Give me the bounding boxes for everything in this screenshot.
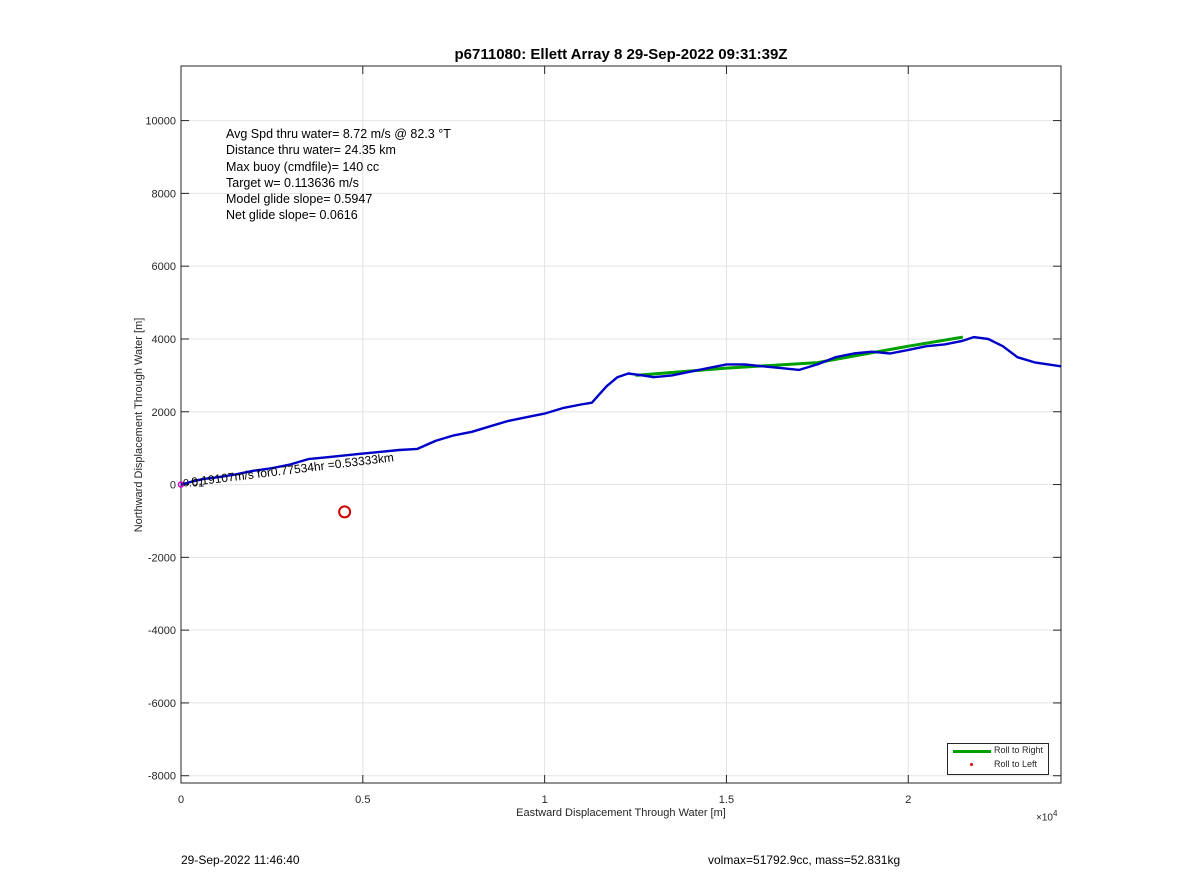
legend: Roll to Right Roll to Left [947,743,1049,775]
legend-label-roll-left: Roll to Left [994,759,1038,769]
y-tick-label: 8000 [152,188,176,200]
stat-max-buoy: Max buoy (cmdfile)= 140 cc [226,159,380,174]
y-tick-label: -4000 [148,625,176,637]
segment-annotation: 0.19107m/s for0.77534hr =0.53333km [191,450,395,489]
stat-distance: Distance thru water= 24.35 km [226,143,396,158]
x-tick-label: 1 [542,794,548,806]
y-tick-label: 10000 [145,116,176,128]
legend-swatch-roll-left [970,763,973,766]
series-layer [180,335,1062,486]
chart-title: p6711080: Ellett Array 8 29-Sep-2022 09:… [454,46,788,63]
y-tick-label: 0 [170,480,176,492]
legend-item-roll-right: Roll to Right [948,744,1048,758]
y-tick-label: 2000 [152,407,176,419]
legend-label-roll-right: Roll to Right [994,745,1044,755]
stats-block: Avg Spd thru water= 8.72 m/s @ 82.3 °T D… [226,126,451,224]
stat-avg-speed: Avg Spd thru water= 8.72 m/s @ 82.3 °T [226,127,451,141]
legend-item-roll-left: Roll to Left [948,758,1048,772]
y-axis-label: Northward Displacement Through Water [m] [133,317,145,533]
stat-target-w: Target w= 0.113636 m/s [226,175,359,190]
plot-frame [180,65,1062,784]
footer-timestamp: 29-Sep-2022 11:46:40 [181,853,300,867]
origin-annotation: 0.01 [183,478,204,490]
axis-ticks: 0 0.5 1 1.5 2 -8000 -6000 -4000 -2000 0 2000 4000 60… [145,66,1061,806]
x-tick-label: 1.5 [719,794,734,806]
y-tick-label: -8000 [148,771,176,783]
y-tick-label: 6000 [152,261,176,273]
x-axis-exponent: ×104 [1036,809,1057,823]
x-axis-label: Eastward Displacement Through Water [m] [516,807,726,819]
x-tick-label: 2 [905,794,911,806]
stat-net-glide: Net glide slope= 0.0616 [226,208,358,223]
series-glider-track [180,335,1062,486]
x-tick-label: 0 [178,794,184,806]
y-tick-label: 4000 [152,334,176,346]
x-tick-label: 0.5 [355,794,370,806]
origin-marker [177,481,185,488]
x-exponent-power: 4 [1052,809,1058,818]
x-exponent-base: ×10 [1036,812,1053,824]
y-tick-label: -2000 [148,552,176,564]
markers-layer [177,481,352,519]
grid-lines [180,66,1061,783]
marker-circle [338,505,352,519]
legend-swatch-roll-right [953,750,991,753]
footer-summary: volmax=51792.9cc, mass=52.831kg [708,853,901,867]
stat-model-glide: Model glide slope= 0.5947 [226,192,373,207]
y-tick-label: -6000 [148,698,176,710]
